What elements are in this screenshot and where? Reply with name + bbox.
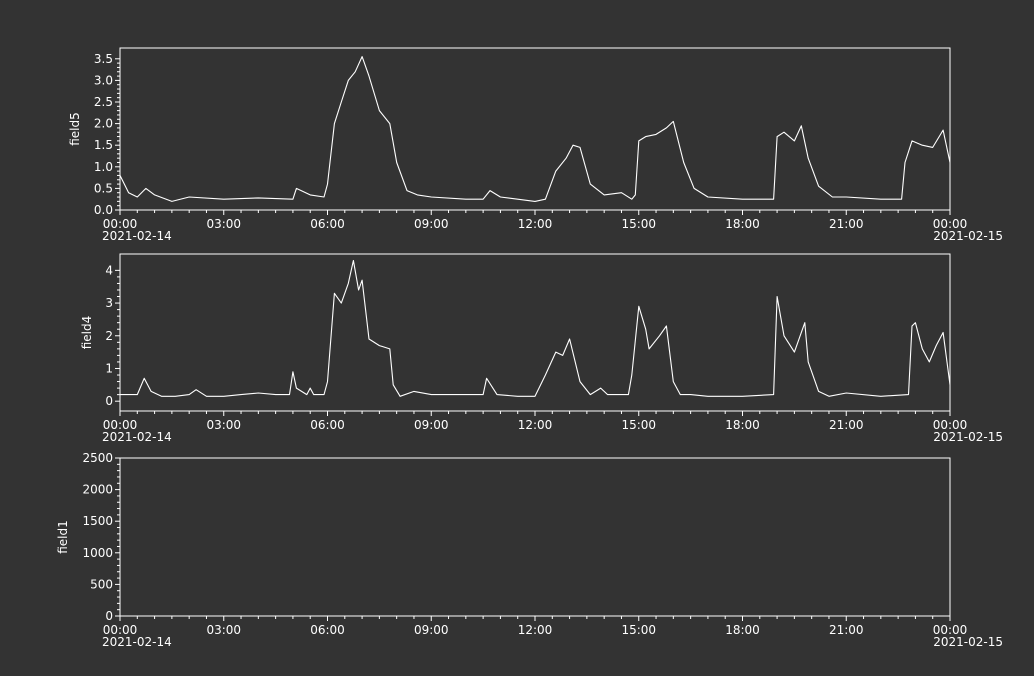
y-tick-label: 1.0 (94, 160, 113, 174)
y-axis-label: field1 (56, 520, 70, 554)
plot-frame (119, 253, 951, 412)
x-tick-label: 06:00 (310, 217, 345, 231)
x-tick-label: 00:00 (103, 418, 138, 432)
y-tick-label: 1000 (82, 546, 113, 560)
x-date-label-start: 2021-02-14 (102, 430, 172, 444)
x-tick-label: 09:00 (414, 623, 449, 637)
y-tick-label: 0.0 (94, 203, 113, 217)
x-tick-label: 12:00 (518, 217, 553, 231)
field5-panel: 00:00 03:00 06:00 09:00 12:00 15:00 18:00 21:00… (68, 47, 1003, 243)
x-tick-label: 06:00 (310, 418, 345, 432)
x-date-label-start: 2021-02-14 (102, 635, 172, 649)
y-tick-label: 2 (105, 329, 113, 343)
x-date-label-end: 2021-02-15 (933, 229, 1003, 243)
x-tick-label: 21:00 (829, 623, 864, 637)
x-tick-label: 12:00 (518, 623, 553, 637)
x-date-label-start: 2021-02-14 (102, 229, 172, 243)
field4-panel: 00:00 03:00 06:00 09:00 12:00 15:00 18:00 21:00… (80, 253, 1003, 444)
y-axis-label: field4 (80, 316, 94, 350)
plot-frame (119, 47, 951, 211)
x-tick-label: 21:00 (829, 217, 864, 231)
x-tick-label: 18:00 (725, 217, 760, 231)
x-tick-label: 15:00 (621, 418, 656, 432)
series-line (119, 56, 951, 202)
y-tick-label: 1500 (82, 514, 113, 528)
field1-panel: 00:00 03:00 06:00 09:00 12:00 15:00 18:00 21:00… (56, 451, 1003, 649)
y-tick-label: 2000 (82, 483, 113, 497)
x-tick-label: 03:00 (206, 418, 241, 432)
x-tick-label: 06:00 (310, 623, 345, 637)
x-tick-label: 00:00 (933, 217, 968, 231)
series-line (120, 259, 951, 397)
x-tick-label: 00:00 (933, 623, 968, 637)
x-tick-label: 09:00 (414, 217, 449, 231)
x-tick-label: 18:00 (725, 623, 760, 637)
x-date-label-end: 2021-02-15 (933, 430, 1003, 444)
y-tick-label: 2.5 (94, 95, 113, 109)
y-tick-label: 3.5 (94, 52, 113, 66)
x-tick-label: 00:00 (103, 217, 138, 231)
y-tick-label: 500 (90, 577, 113, 591)
x-tick-label: 00:00 (933, 418, 968, 432)
y-tick-label: 0.5 (94, 181, 113, 195)
x-tick-label: 00:00 (103, 623, 138, 637)
y-tick-label: 2500 (82, 451, 113, 465)
y-tick-label: 3 (105, 296, 113, 310)
x-tick-label: 09:00 (414, 418, 449, 432)
x-date-label-end: 2021-02-15 (933, 635, 1003, 649)
y-axis-label: field5 (68, 112, 82, 146)
y-tick-label: 3.0 (94, 73, 113, 87)
plot-frame (119, 457, 951, 617)
y-tick-label: 4 (105, 263, 113, 277)
x-tick-label: 15:00 (621, 217, 656, 231)
y-tick-label: 2.0 (94, 117, 113, 131)
x-tick-label: 03:00 (206, 623, 241, 637)
x-tick-label: 12:00 (518, 418, 553, 432)
y-tick-label: 1.5 (94, 138, 113, 152)
y-tick-label: 0 (105, 394, 113, 408)
x-tick-label: 15:00 (621, 623, 656, 637)
x-tick-label: 21:00 (829, 418, 864, 432)
x-tick-label: 03:00 (206, 217, 241, 231)
y-tick-label: 1 (105, 361, 113, 375)
x-tick-label: 18:00 (725, 418, 760, 432)
y-tick-label: 0 (105, 609, 113, 623)
